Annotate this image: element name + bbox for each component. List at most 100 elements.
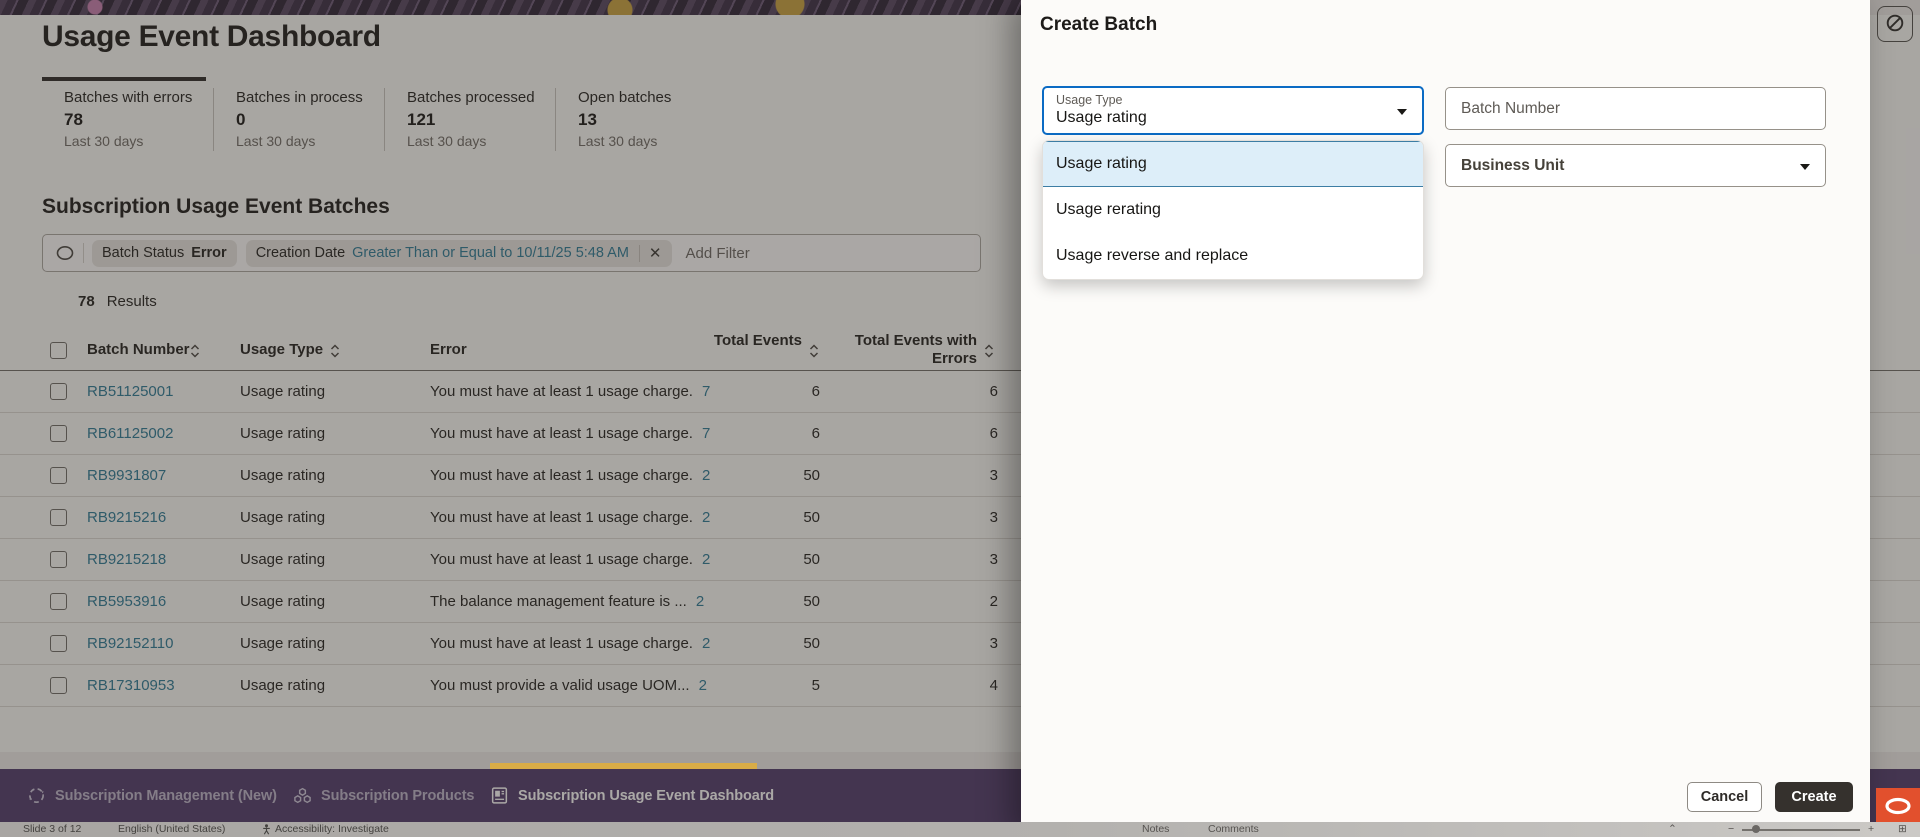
filter-toggle-icon[interactable] — [55, 245, 75, 261]
error-count-link[interactable]: 2 — [701, 551, 711, 568]
modal-scrim[interactable] — [1870, 0, 1920, 837]
row-checkbox[interactable] — [50, 551, 67, 568]
filter-chip-batch-status[interactable]: Batch Status Error — [92, 239, 237, 267]
usage-type-combobox[interactable]: Usage Type Usage rating — [1042, 86, 1424, 135]
usage-type-cell: Usage rating — [240, 509, 326, 526]
cancel-button[interactable]: Cancel — [1687, 782, 1762, 812]
row-checkbox[interactable] — [50, 677, 67, 694]
oracle-assistant-badge[interactable] — [1876, 788, 1920, 828]
option-usage-reverse-and-replace[interactable]: Usage reverse and replace — [1056, 247, 1249, 264]
error-count-link[interactable]: 2 — [701, 509, 711, 526]
table-body: RB51125001 Usage rating You must have at… — [0, 371, 1920, 707]
add-filter-input[interactable]: Add Filter — [685, 244, 750, 262]
chevron-down-icon — [1800, 163, 1810, 170]
batch-number-link[interactable]: RB17310953 — [87, 677, 175, 694]
create-button[interactable]: Create — [1775, 782, 1853, 812]
kpi-label: Batches processed — [407, 89, 535, 106]
filter-chip-creation-date[interactable]: Creation Date Greater Than or Equal to 1… — [245, 239, 672, 267]
column-header-batch-number[interactable]: Batch Number — [87, 341, 190, 358]
total-events-with-errors-cell: 3 — [989, 467, 998, 484]
filter-bar[interactable]: Batch Status Error Creation Date Greater… — [42, 234, 981, 272]
page-title: Usage Event Dashboard — [42, 20, 381, 53]
sort-icon[interactable] — [190, 343, 200, 359]
batch-number-link[interactable]: RB9215216 — [87, 509, 167, 526]
table-header: Batch Number Usage Type Error Total Even… — [0, 330, 1920, 371]
total-events-cell: 50 — [803, 551, 820, 568]
tab-label: Subscription Usage Event Dashboard — [518, 787, 775, 804]
batch-number-link[interactable]: RB9931807 — [87, 467, 167, 484]
batch-number-link[interactable]: RB51125001 — [87, 383, 174, 400]
error-count-link[interactable]: 7 — [701, 383, 711, 400]
row-checkbox[interactable] — [50, 383, 67, 400]
zoom-slider-thumb[interactable] — [1752, 825, 1760, 833]
row-checkbox[interactable] — [50, 593, 67, 610]
notes-button[interactable]: Notes — [1142, 823, 1170, 835]
total-events-with-errors-cell: 6 — [989, 425, 998, 442]
row-checkbox[interactable] — [50, 467, 67, 484]
batch-number-link[interactable]: RB61125002 — [87, 425, 174, 442]
error-message: You must have at least 1 usage charge. — [430, 383, 693, 400]
error-cell: You must have at least 1 usage charge. 2 — [430, 509, 710, 526]
sort-icon[interactable] — [984, 343, 994, 359]
total-events-cell: 50 — [803, 467, 820, 484]
error-count-link[interactable]: 2 — [701, 635, 711, 652]
results-count: 78 Results — [78, 293, 157, 310]
tab-subscription-management[interactable]: Subscription Management (New) — [27, 769, 277, 822]
modal-scrim[interactable] — [0, 0, 1021, 837]
collapse-chevron-icon[interactable]: ⌃ — [1668, 823, 1677, 835]
zoom-out-icon[interactable]: − — [1728, 823, 1735, 835]
kpi-period: Last 30 days — [578, 133, 658, 149]
select-all-checkbox[interactable] — [50, 342, 67, 359]
kpi-open-batches[interactable]: Open batches 13 Last 30 days — [555, 88, 726, 151]
table-row: RB5953916 Usage rating The balance manag… — [0, 581, 1920, 623]
tab-subscription-usage-event-dashboard[interactable]: Subscription Usage Event Dashboard — [490, 769, 774, 822]
column-header-total-events-with-errors[interactable]: Total Events with Errors — [854, 332, 977, 367]
language-label[interactable]: English (United States) — [118, 823, 226, 835]
row-checkbox[interactable] — [50, 425, 67, 442]
table-row: RB92152110 Usage rating You must have at… — [0, 623, 1920, 665]
batch-number-link[interactable]: RB92152110 — [87, 635, 174, 652]
fit-to-window-icon[interactable]: ⊞ — [1898, 823, 1907, 835]
sort-icon[interactable] — [330, 343, 340, 359]
total-events-cell: 50 — [803, 593, 820, 610]
kpi-batches-in-process[interactable]: Batches in process 0 Last 30 days — [213, 88, 384, 151]
error-cell: You must have at least 1 usage charge. 2 — [430, 635, 710, 652]
column-header-error[interactable]: Error — [430, 341, 467, 358]
kpi-batches-with-errors[interactable]: Batches with errors 78 Last 30 days — [42, 88, 213, 151]
error-message: The balance management feature is ... — [430, 593, 687, 610]
row-checkbox[interactable] — [50, 635, 67, 652]
option-usage-rerating[interactable]: Usage rerating — [1056, 201, 1161, 218]
slide-counter: Slide 3 of 12 — [23, 823, 82, 835]
comments-button[interactable]: Comments — [1208, 823, 1259, 835]
block-pointer-button[interactable] — [1877, 6, 1913, 42]
filter-divider — [83, 243, 84, 263]
column-header-total-events[interactable]: Total Events — [713, 332, 802, 349]
kpi-value: 121 — [407, 110, 436, 129]
remove-filter-icon[interactable]: ✕ — [648, 244, 662, 262]
kpi-batches-processed[interactable]: Batches processed 121 Last 30 days — [384, 88, 555, 151]
error-count-link[interactable]: 2 — [701, 467, 711, 484]
batch-number-link[interactable]: RB5953916 — [87, 593, 167, 610]
batch-number-input[interactable] — [1445, 87, 1826, 130]
sort-icon[interactable] — [809, 343, 819, 359]
accessibility-icon — [263, 823, 270, 834]
error-count-link[interactable]: 7 — [701, 425, 711, 442]
circle-slash-icon — [1885, 13, 1905, 36]
dashboard-icon — [490, 786, 509, 805]
tab-subscription-products[interactable]: Subscription Products — [293, 769, 474, 822]
error-count-link[interactable]: 2 — [698, 677, 707, 694]
kpi-value: 0 — [236, 110, 246, 129]
total-events-cell: 50 — [803, 635, 820, 652]
zoom-slider[interactable] — [1742, 829, 1860, 831]
column-header-usage-type[interactable]: Usage Type — [240, 341, 324, 358]
error-count-link[interactable]: 2 — [695, 593, 705, 610]
business-unit-select[interactable]: Business Unit — [1445, 144, 1826, 187]
accessibility-status[interactable]: Accessibility: Investigate — [262, 823, 389, 835]
usage-type-cell: Usage rating — [240, 383, 326, 400]
products-icon — [293, 786, 312, 805]
option-usage-rating[interactable]: Usage rating — [1043, 141, 1423, 187]
zoom-in-icon[interactable]: + — [1868, 823, 1875, 835]
error-message: You must have at least 1 usage charge. — [430, 425, 693, 442]
batch-number-link[interactable]: RB9215218 — [87, 551, 167, 568]
row-checkbox[interactable] — [50, 509, 67, 526]
